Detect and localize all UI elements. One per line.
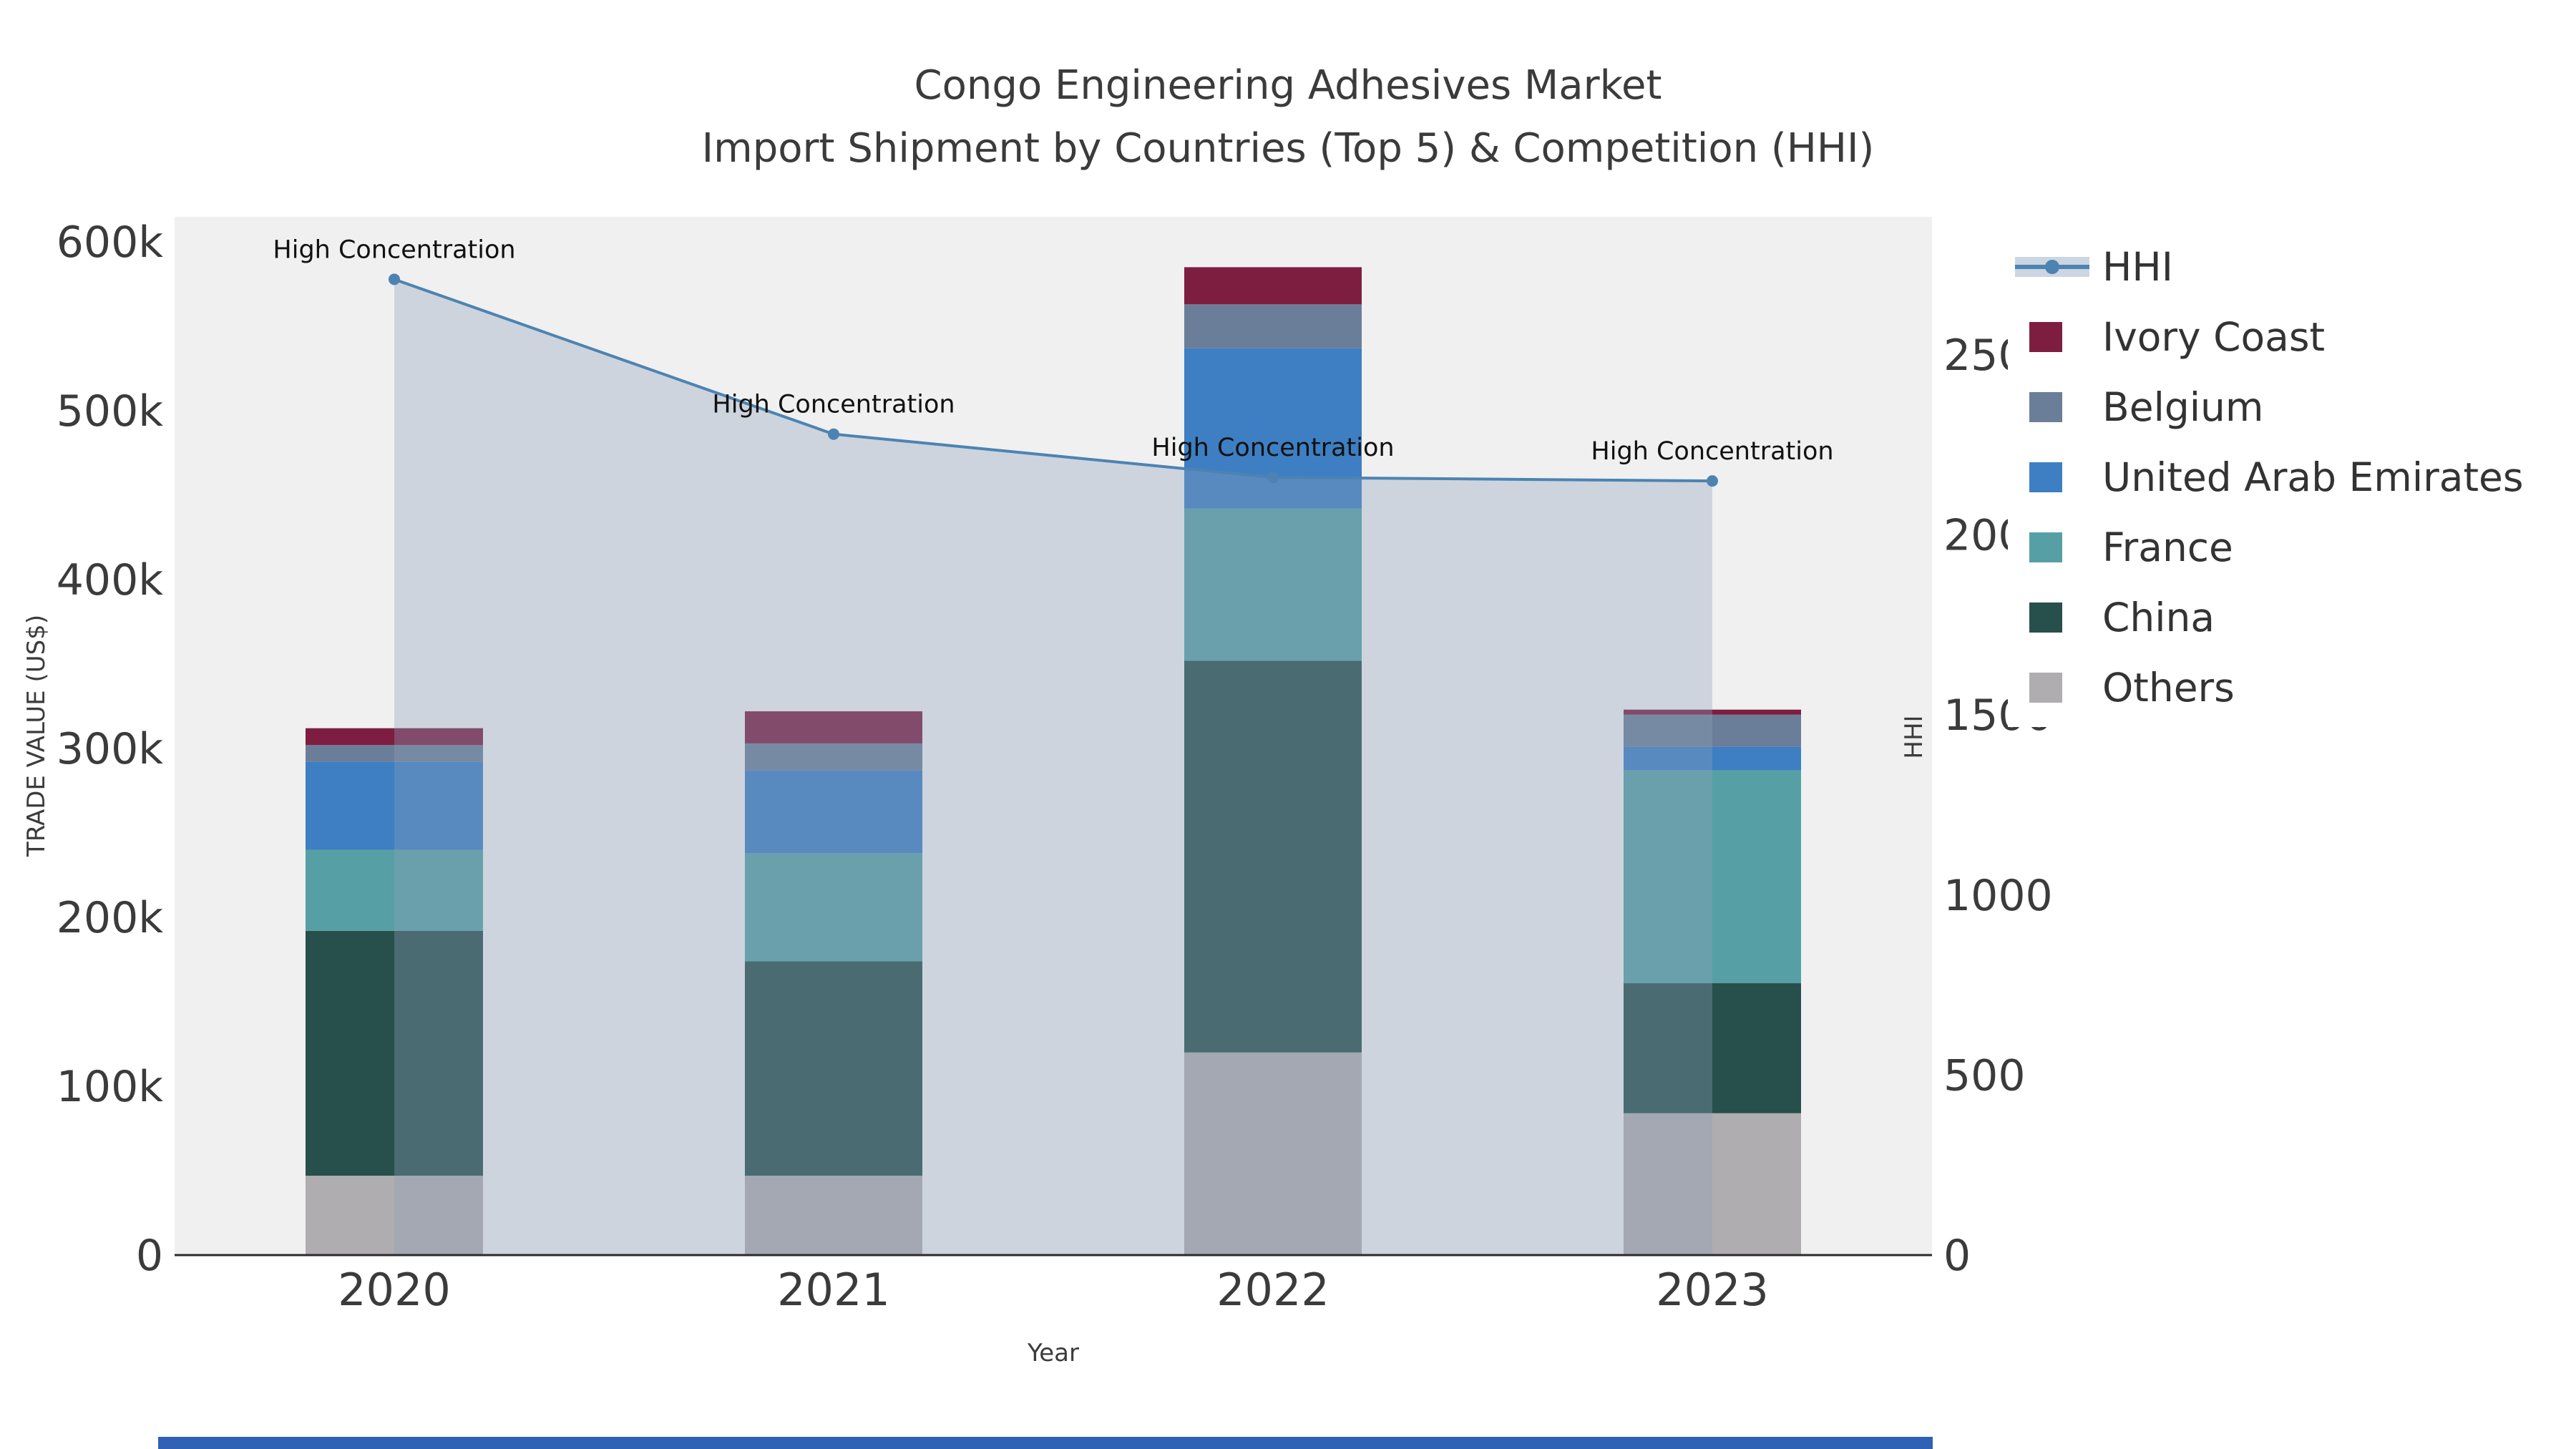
legend-line-marker-icon: [2015, 257, 2089, 277]
legend-item-others: Others: [2015, 653, 2524, 723]
bar-segment-belgium-2020: [306, 745, 483, 762]
chart-title-line2: Import Shipment by Countries (Top 5) & C…: [701, 125, 1875, 172]
legend-swatch-icon: [2015, 670, 2089, 705]
legend-label-hhi: HHI: [2102, 244, 2173, 290]
y-right-tick: 1000: [1943, 871, 2053, 921]
bar-segment-ivory-coast-2020: [306, 728, 483, 746]
legend-item-france: France: [2015, 512, 2524, 582]
x-tick-2022: 2022: [1216, 1264, 1330, 1316]
chart-title: Congo Engineering Adhesives Market Impor…: [0, 54, 2576, 180]
hhi-line: [394, 278, 1713, 483]
legend-swatch-icon: [2015, 320, 2089, 354]
x-axis-title: Year: [1027, 1339, 1079, 1367]
bar-segment-china-2022: [1184, 660, 1362, 1053]
legend-item-united-arab-emirates: United Arab Emirates: [2015, 442, 2524, 512]
y-left-tick: 100k: [57, 1062, 164, 1112]
x-tick-2023: 2023: [1656, 1264, 1769, 1316]
annotation-2023: High Concentration: [1591, 437, 1833, 466]
legend-item-china: China: [2015, 582, 2524, 653]
bar-segment-china-2023: [1624, 983, 1801, 1113]
y-left-tick: 200k: [57, 893, 164, 943]
bar-segment-france-2022: [1184, 508, 1362, 661]
legend-label-china: China: [2102, 595, 2215, 640]
y-right-axis-title: HHI: [1900, 715, 1928, 758]
y-left-tick: 0: [136, 1231, 163, 1281]
bar-segment-china-2021: [745, 961, 922, 1176]
legend: HHI Ivory Coast Belgium United Arab Emirate…: [2008, 228, 2541, 727]
bar-segment-france-2023: [1624, 770, 1801, 984]
bar-segment-ivory-coast-2021: [745, 711, 922, 743]
hhi-area-fill: [394, 279, 1712, 1255]
bar-segment-belgium-2021: [745, 743, 922, 771]
chart-title-line1: Congo Engineering Adhesives Market: [914, 62, 1662, 109]
legend-item-ivory-coast: Ivory Coast: [2015, 302, 2524, 372]
bar-segment-others-2023: [1624, 1113, 1801, 1255]
legend-label-belgium: Belgium: [2102, 384, 2264, 430]
legend-label-ivory-coast: Ivory Coast: [2102, 314, 2326, 360]
y-right-tick: 500: [1943, 1050, 2026, 1101]
bar-segment-united-arab-emirates-2020: [306, 761, 483, 850]
x-tick-2021: 2021: [777, 1264, 890, 1316]
legend-label-others: Others: [2102, 665, 2235, 711]
bar-segment-china-2020: [306, 930, 483, 1176]
bottom-blue-strip: [158, 1437, 1933, 1449]
bar-segment-united-arab-emirates-2023: [1624, 746, 1801, 771]
legend-label-united-arab-emirates: United Arab Emirates: [2102, 454, 2524, 500]
bar-segment-united-arab-emirates-2021: [745, 770, 922, 854]
bar-segment-ivory-coast-2023: [1624, 709, 1801, 715]
bar-segment-belgium-2022: [1184, 304, 1362, 348]
y-right-tick: 0: [1943, 1231, 1971, 1281]
bar-segment-france-2021: [745, 853, 922, 962]
annotation-2021: High Concentration: [712, 391, 955, 419]
y-left-axis-title: TRADE VALUE (US$): [22, 615, 51, 857]
hhi-marker-2020: [389, 273, 400, 286]
bar-segment-ivory-coast-2022: [1184, 267, 1362, 305]
hhi-marker-2022: [1267, 472, 1279, 484]
y-left-tick: 400k: [57, 555, 164, 605]
legend-swatch-icon: [2015, 530, 2089, 565]
annotation-2022: High Concentration: [1151, 434, 1394, 462]
legend-swatch-icon: [2015, 460, 2089, 494]
bar-segment-others-2020: [306, 1176, 483, 1255]
hhi-marker-2021: [828, 428, 839, 440]
legend-item-belgium: Belgium: [2015, 372, 2524, 442]
annotation-2020: High Concentration: [273, 235, 515, 264]
y-left-tick: 300k: [57, 724, 164, 774]
legend-swatch-icon: [2015, 390, 2089, 424]
legend-label-france: France: [2102, 525, 2233, 570]
bar-segment-belgium-2023: [1624, 714, 1801, 747]
y-left-tick: 500k: [57, 386, 164, 436]
hhi-marker-2023: [1707, 475, 1718, 487]
bar-segment-others-2022: [1184, 1052, 1362, 1255]
x-tick-2020: 2020: [338, 1264, 451, 1316]
bar-segment-others-2021: [745, 1176, 922, 1255]
bar-segment-france-2020: [306, 849, 483, 931]
legend-swatch-icon: [2015, 600, 2089, 635]
y-left-tick: 600k: [57, 218, 164, 268]
legend-item-hhi: HHI: [2015, 232, 2524, 302]
